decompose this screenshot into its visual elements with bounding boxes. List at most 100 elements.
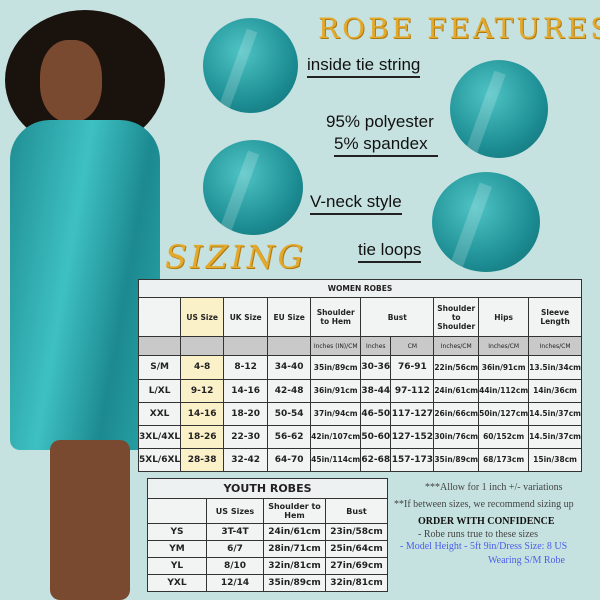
unit-cell: CM xyxy=(390,336,435,357)
size-cell: 62-68 xyxy=(360,447,392,473)
size-cell: 36in/91cm xyxy=(310,378,362,403)
unit-cell: Inches/CM xyxy=(478,336,530,357)
size-cell: 56-62 xyxy=(267,424,312,449)
size-cell: 35in/89cm xyxy=(263,574,326,592)
size-cell: 64-70 xyxy=(267,447,312,473)
robe-features-heading: ROBE FEATURES xyxy=(318,12,600,45)
size-cell: 42-48 xyxy=(267,378,312,403)
size-cell: 30in/76cm xyxy=(433,424,480,449)
size-cell: 50-60 xyxy=(360,424,392,449)
order-confidence: ORDER WITH CONFIDENCE xyxy=(418,516,555,527)
true-size-note: - Robe runs true to these sizes xyxy=(418,529,538,540)
size-cell: 12/14 xyxy=(206,574,264,592)
table-row: YS 3T-4T 24in/61cm 23in/58cm xyxy=(147,523,388,541)
size-cell: 14in/36cm xyxy=(528,378,582,403)
size-cell: 97-112 xyxy=(390,378,435,403)
feature-vneck: V-neck style xyxy=(310,192,402,215)
legs xyxy=(50,440,130,600)
size-cell: 38-44 xyxy=(360,378,392,403)
size-cell: 44in/112cm xyxy=(478,378,530,403)
table-row: YM 6/7 28in/71cm 25in/64cm xyxy=(147,540,388,558)
sizing-heading: SIZING xyxy=(165,238,306,276)
size-label: S/M xyxy=(137,355,182,380)
size-label: L/XL xyxy=(137,378,182,403)
size-cell: 46-50 xyxy=(360,401,392,426)
size-cell: 18-20 xyxy=(223,401,269,426)
table-row: 3XL/4XL 18-26 22-30 56-62 42in/107cm 50-60 127… xyxy=(137,424,582,449)
size-cell: 23in/58cm xyxy=(325,523,388,541)
size-cell: 14-16 xyxy=(223,378,269,403)
vneck-photo xyxy=(203,140,303,235)
size-cell: 24in/61cm xyxy=(263,523,326,541)
size-cell: 27in/69cm xyxy=(325,557,388,575)
size-label: YS xyxy=(147,523,207,541)
size-cell: 18-26 xyxy=(180,424,225,449)
size-cell: 25in/64cm xyxy=(325,540,388,558)
table-row: XXL 14-16 18-20 50-54 37in/94cm 46-50 117-127 2… xyxy=(137,401,582,426)
size-cell: 60/152cm xyxy=(478,424,530,449)
youth-table-title: YOUTH ROBES xyxy=(147,478,388,499)
size-cell: 68/173cm xyxy=(478,447,530,473)
size-label: YM xyxy=(147,540,207,558)
table-row: YL 8/10 32in/81cm 27in/69cm xyxy=(147,557,388,575)
size-cell: 14-16 xyxy=(180,401,225,426)
size-cell: 28in/71cm xyxy=(263,540,326,558)
size-cell: 3T-4T xyxy=(206,523,264,541)
table-row: 5XL/6XL 28-38 32-42 64-70 45in/114cm 62-68 157… xyxy=(137,447,582,473)
size-cell: 4-8 xyxy=(180,355,225,380)
feature-tie-loops: tie loops xyxy=(358,240,422,263)
size-cell: 35in/89cm xyxy=(433,447,480,473)
size-cell: 15in/38cm xyxy=(528,447,582,473)
table-row: YXL 12/14 35in/89cm 32in/81cm xyxy=(147,574,388,592)
table-row: S/M 4-8 8-12 34-40 35in/89cm 30-36 76-91 22in/5… xyxy=(137,355,582,380)
size-cell: 14.5in/37cm xyxy=(528,424,582,449)
size-cell: 76-91 xyxy=(390,355,435,380)
size-label: XXL xyxy=(137,401,182,426)
unit-cell xyxy=(180,336,225,357)
size-label: 3XL/4XL xyxy=(137,424,182,449)
size-label: YL xyxy=(147,557,207,575)
size-cell: 6/7 xyxy=(206,540,264,558)
size-cell: 9-12 xyxy=(180,378,225,403)
size-cell: 13.5in/34cm xyxy=(528,355,582,380)
youth-header-row: US Sizes Shoulder to Hem Bust xyxy=(147,498,388,524)
size-cell: 117-127 xyxy=(390,401,435,426)
youth-size-table: YOUTH ROBES US Sizes Shoulder to Hem Bus… xyxy=(147,478,388,592)
size-cell: 35in/89cm xyxy=(310,355,362,380)
model-height-note: - Model Height - 5ft 9in/Dress Size: 8 U… xyxy=(400,541,568,552)
unit-cell: Inches (IN)/CM xyxy=(310,336,362,357)
size-cell: 36in/91cm xyxy=(478,355,530,380)
size-label: YXL xyxy=(147,574,207,592)
size-cell: 127-152 xyxy=(390,424,435,449)
unit-cell: Inches/CM xyxy=(433,336,480,357)
unit-cell xyxy=(267,336,312,357)
size-cell: 14.5in/37cm xyxy=(528,401,582,426)
size-cell: 34-40 xyxy=(267,355,312,380)
wearing-note: Wearing S/M Robe xyxy=(488,555,565,566)
women-size-table: WOMEN ROBES US Size UK Size EU Size Shou… xyxy=(137,278,582,473)
size-cell: 8-12 xyxy=(223,355,269,380)
size-cell: 22in/56cm xyxy=(433,355,480,380)
sizing-up-note: **If between sizes, we recommend sizing … xyxy=(394,499,574,510)
size-cell: 24in/61cm xyxy=(433,378,480,403)
size-cell: 32in/81cm xyxy=(325,574,388,592)
fabric-photo xyxy=(450,60,548,158)
tie-loops-photo xyxy=(432,172,540,272)
size-cell: 26in/66cm xyxy=(433,401,480,426)
table-row: L/XL 9-12 14-16 42-48 36in/91cm 38-44 97-112 24… xyxy=(137,378,582,403)
variation-note: ***Allow for 1 inch +/- variations xyxy=(425,482,563,493)
unit-cell: Inches xyxy=(360,336,392,357)
unit-cell: Inches/CM xyxy=(528,336,582,357)
size-cell: 50-54 xyxy=(267,401,312,426)
women-header-row: US Size UK Size EU Size Shoulder to Hem … xyxy=(137,297,582,338)
feature-spandex: 5% spandex xyxy=(334,134,438,157)
size-cell: 32-42 xyxy=(223,447,269,473)
women-units-row: Inches (IN)/CM Inches CM Inches/CM Inches/CM… xyxy=(137,336,582,357)
size-label: 5XL/6XL xyxy=(137,447,182,473)
size-cell: 157-173 xyxy=(390,447,435,473)
model-photo xyxy=(0,0,170,600)
feature-inside-tie-string: inside tie string xyxy=(307,55,421,78)
size-cell: 32in/81cm xyxy=(263,557,326,575)
size-cell: 45in/114cm xyxy=(310,447,362,473)
feature-polyester: 95% polyester xyxy=(326,112,434,131)
